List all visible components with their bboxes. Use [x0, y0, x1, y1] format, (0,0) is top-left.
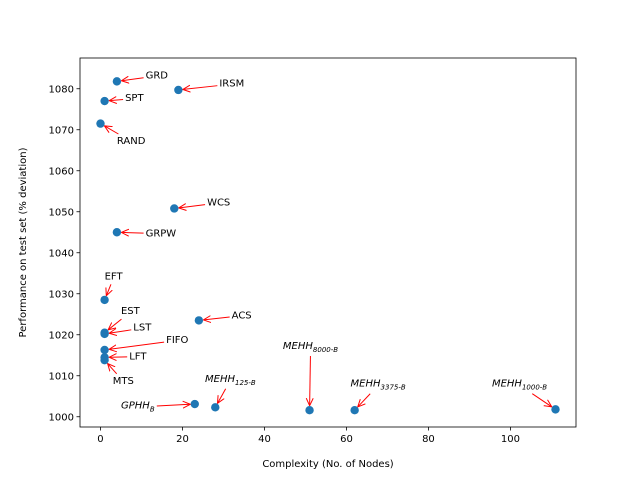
x-tick-label: 0	[97, 434, 103, 445]
annotation-label: WCS	[207, 198, 230, 209]
annotation-label: MTS	[113, 376, 134, 387]
y-tick-label: 1060	[49, 166, 74, 177]
annotation-label: LFT	[129, 351, 147, 362]
annotation-arrow	[122, 232, 144, 233]
x-axis: 0 20 40 60 80 100	[97, 427, 520, 445]
annotation-arrow	[310, 355, 311, 405]
data-point	[96, 119, 105, 128]
annotation-arrow	[106, 284, 110, 295]
data-point	[100, 345, 109, 355]
y-tick-label: 1080	[49, 84, 74, 95]
plot-frame	[79, 57, 577, 428]
annotation-label: GPHHB	[121, 400, 155, 413]
annotations-layer: GRD IRSM SPT RAND WCS GRPW EFT ACS EST LST FIFO LFT…	[105, 70, 552, 413]
x-axis-label: Complexity (No. of Nodes)	[262, 459, 393, 470]
data-point	[100, 96, 109, 106]
annotation-arrow	[105, 126, 119, 135]
x-tick-label: 100	[501, 434, 520, 445]
y-tick-label: 1000	[49, 412, 74, 423]
annotation-label: SPT	[125, 93, 144, 104]
annotation-label: EST	[121, 306, 141, 317]
data-point	[190, 399, 199, 409]
annotation-arrow	[108, 364, 118, 375]
data-point	[211, 403, 220, 412]
annotation-arrow	[531, 393, 551, 407]
annotation-arrow	[179, 205, 206, 208]
data-point	[174, 85, 183, 95]
y-tick-label: 1070	[49, 125, 74, 136]
x-tick-label: 20	[176, 434, 189, 445]
annotation-label: ACS	[232, 310, 252, 321]
annotation-label: MEHH3375-B	[351, 379, 406, 392]
y-tick-label: 1050	[49, 207, 74, 218]
points-layer	[96, 77, 560, 415]
data-point	[100, 355, 109, 365]
annotation-arrow	[110, 99, 124, 100]
y-tick-label: 1020	[49, 330, 74, 341]
data-point	[305, 405, 314, 415]
data-point	[551, 405, 560, 414]
annotation-arrow	[122, 78, 144, 81]
y-tick-label: 1010	[49, 371, 74, 382]
annotation-arrow	[108, 318, 122, 329]
x-tick-label: 60	[340, 434, 353, 445]
annotation-label: MEHH1000-B	[492, 379, 547, 392]
x-tick-label: 40	[258, 434, 271, 445]
annotation-arrow	[110, 341, 165, 349]
annotation-label: EFT	[105, 271, 124, 282]
y-tick-label: 1040	[49, 248, 74, 259]
annotation-label: FIFO	[166, 335, 188, 346]
y-axis-label: Performance on test set (% deviation)	[18, 147, 29, 337]
x-tick-label: 80	[422, 434, 435, 445]
annotation-arrow	[183, 86, 218, 90]
data-point	[170, 204, 179, 213]
y-axis: 1000 1010 1020 1030 1040 1050 1060 1070 1080	[49, 84, 80, 423]
annotation-arrow	[110, 330, 132, 333]
data-point	[100, 329, 109, 339]
annotation-arrow	[204, 317, 230, 320]
annotation-arrow	[218, 388, 227, 403]
annotation-label: GRD	[146, 70, 169, 81]
annotation-arrow	[156, 404, 190, 406]
data-point	[112, 77, 122, 86]
data-point	[350, 405, 359, 415]
annotation-label: MEHH8000-B	[283, 341, 338, 354]
annotation-label: GRPW	[146, 228, 177, 239]
annotation-label: LST	[133, 323, 152, 334]
data-point	[112, 228, 122, 237]
y-tick-label: 1030	[49, 289, 74, 300]
annotation-label: IRSM	[219, 79, 244, 90]
data-point	[194, 316, 204, 325]
annotation-label: MEHH125-B	[205, 374, 256, 387]
annotation-arrow	[358, 393, 371, 407]
data-point	[100, 295, 109, 305]
annotation-label: RAND	[117, 136, 146, 147]
